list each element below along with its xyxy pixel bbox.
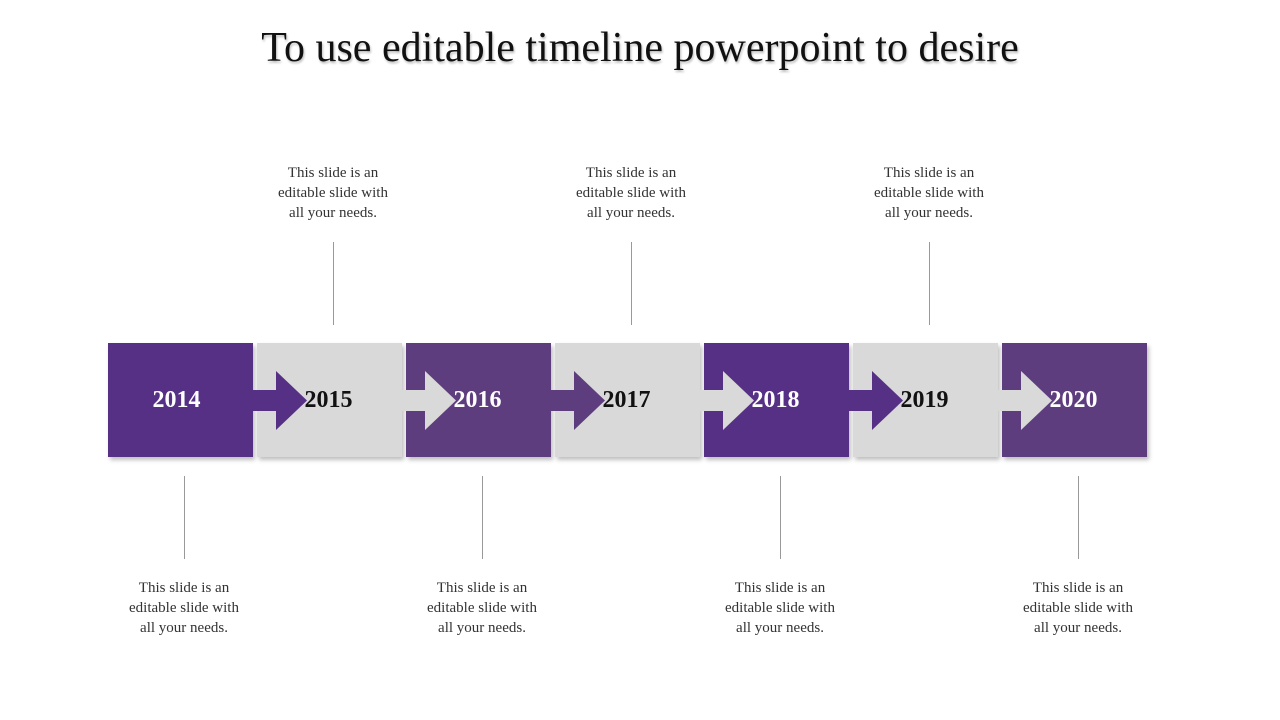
- arrow-2019-to-2020: [994, 371, 1052, 430]
- arrow-shape: [398, 371, 456, 430]
- connector-line-2014: [184, 476, 185, 559]
- description-line: This slide is an: [436, 580, 528, 596]
- connector-line-2016: [482, 476, 483, 559]
- connector-line-2018: [780, 476, 781, 559]
- description-line: editable slide with: [1023, 600, 1133, 616]
- milestone-description-2017: This slide is an editable slide with all y…: [551, 163, 711, 223]
- description-line: editable slide with: [427, 600, 537, 616]
- slide-title: To use editable timeline powerpoint to d…: [261, 25, 1019, 71]
- milestone-description-2020: This slide is an editable slide with all y…: [998, 578, 1158, 638]
- description-line: This slide is an: [585, 165, 677, 181]
- arrow-2014-to-2015: [249, 371, 307, 430]
- milestone-description-2014: This slide is an editable slide with all y…: [104, 578, 264, 638]
- connector-line-2019: [929, 242, 930, 325]
- description-line: all your needs.: [438, 620, 526, 636]
- description-line: all your needs.: [736, 620, 824, 636]
- year-label-2015: 2015: [304, 387, 353, 413]
- arrow-2015-to-2016: [398, 371, 456, 430]
- milestone-description-2018: This slide is an editable slide with all y…: [700, 578, 860, 638]
- milestone-description-2016: This slide is an editable slide with all y…: [402, 578, 562, 638]
- description-line: editable slide with: [129, 600, 239, 616]
- year-label-2016: 2016: [453, 387, 502, 413]
- arrow-shape: [547, 371, 605, 430]
- milestone-description-2019: This slide is an editable slide with all y…: [849, 163, 1009, 223]
- timeline-block-2014: [108, 343, 253, 457]
- description-line: This slide is an: [734, 580, 826, 596]
- connector-line-2015: [333, 242, 334, 325]
- description-line: This slide is an: [1032, 580, 1124, 596]
- description-line: editable slide with: [278, 185, 388, 201]
- description-line: all your needs.: [140, 620, 228, 636]
- arrow-2018-to-2019: [845, 371, 903, 430]
- year-label-2014: 2014: [152, 387, 201, 413]
- arrow-shape: [696, 371, 754, 430]
- description-line: This slide is an: [138, 580, 230, 596]
- description-line: This slide is an: [883, 165, 975, 181]
- year-label-2020: 2020: [1049, 387, 1098, 413]
- description-line: editable slide with: [576, 185, 686, 201]
- description-line: all your needs.: [885, 205, 973, 221]
- year-label-2017: 2017: [602, 387, 651, 413]
- description-line: This slide is an: [287, 165, 379, 181]
- year-label-2019: 2019: [900, 387, 949, 413]
- description-line: all your needs.: [1034, 620, 1122, 636]
- connector-line-2017: [631, 242, 632, 325]
- description-line: all your needs.: [587, 205, 675, 221]
- connector-line-2020: [1078, 476, 1079, 559]
- description-line: all your needs.: [289, 205, 377, 221]
- description-line: editable slide with: [874, 185, 984, 201]
- description-line: editable slide with: [725, 600, 835, 616]
- arrow-2017-to-2018: [696, 371, 754, 430]
- arrow-shape: [845, 371, 903, 430]
- arrow-shape: [249, 371, 307, 430]
- arrow-2016-to-2017: [547, 371, 605, 430]
- year-label-2018: 2018: [751, 387, 800, 413]
- arrow-shape: [994, 371, 1052, 430]
- milestone-description-2015: This slide is an editable slide with all y…: [253, 163, 413, 223]
